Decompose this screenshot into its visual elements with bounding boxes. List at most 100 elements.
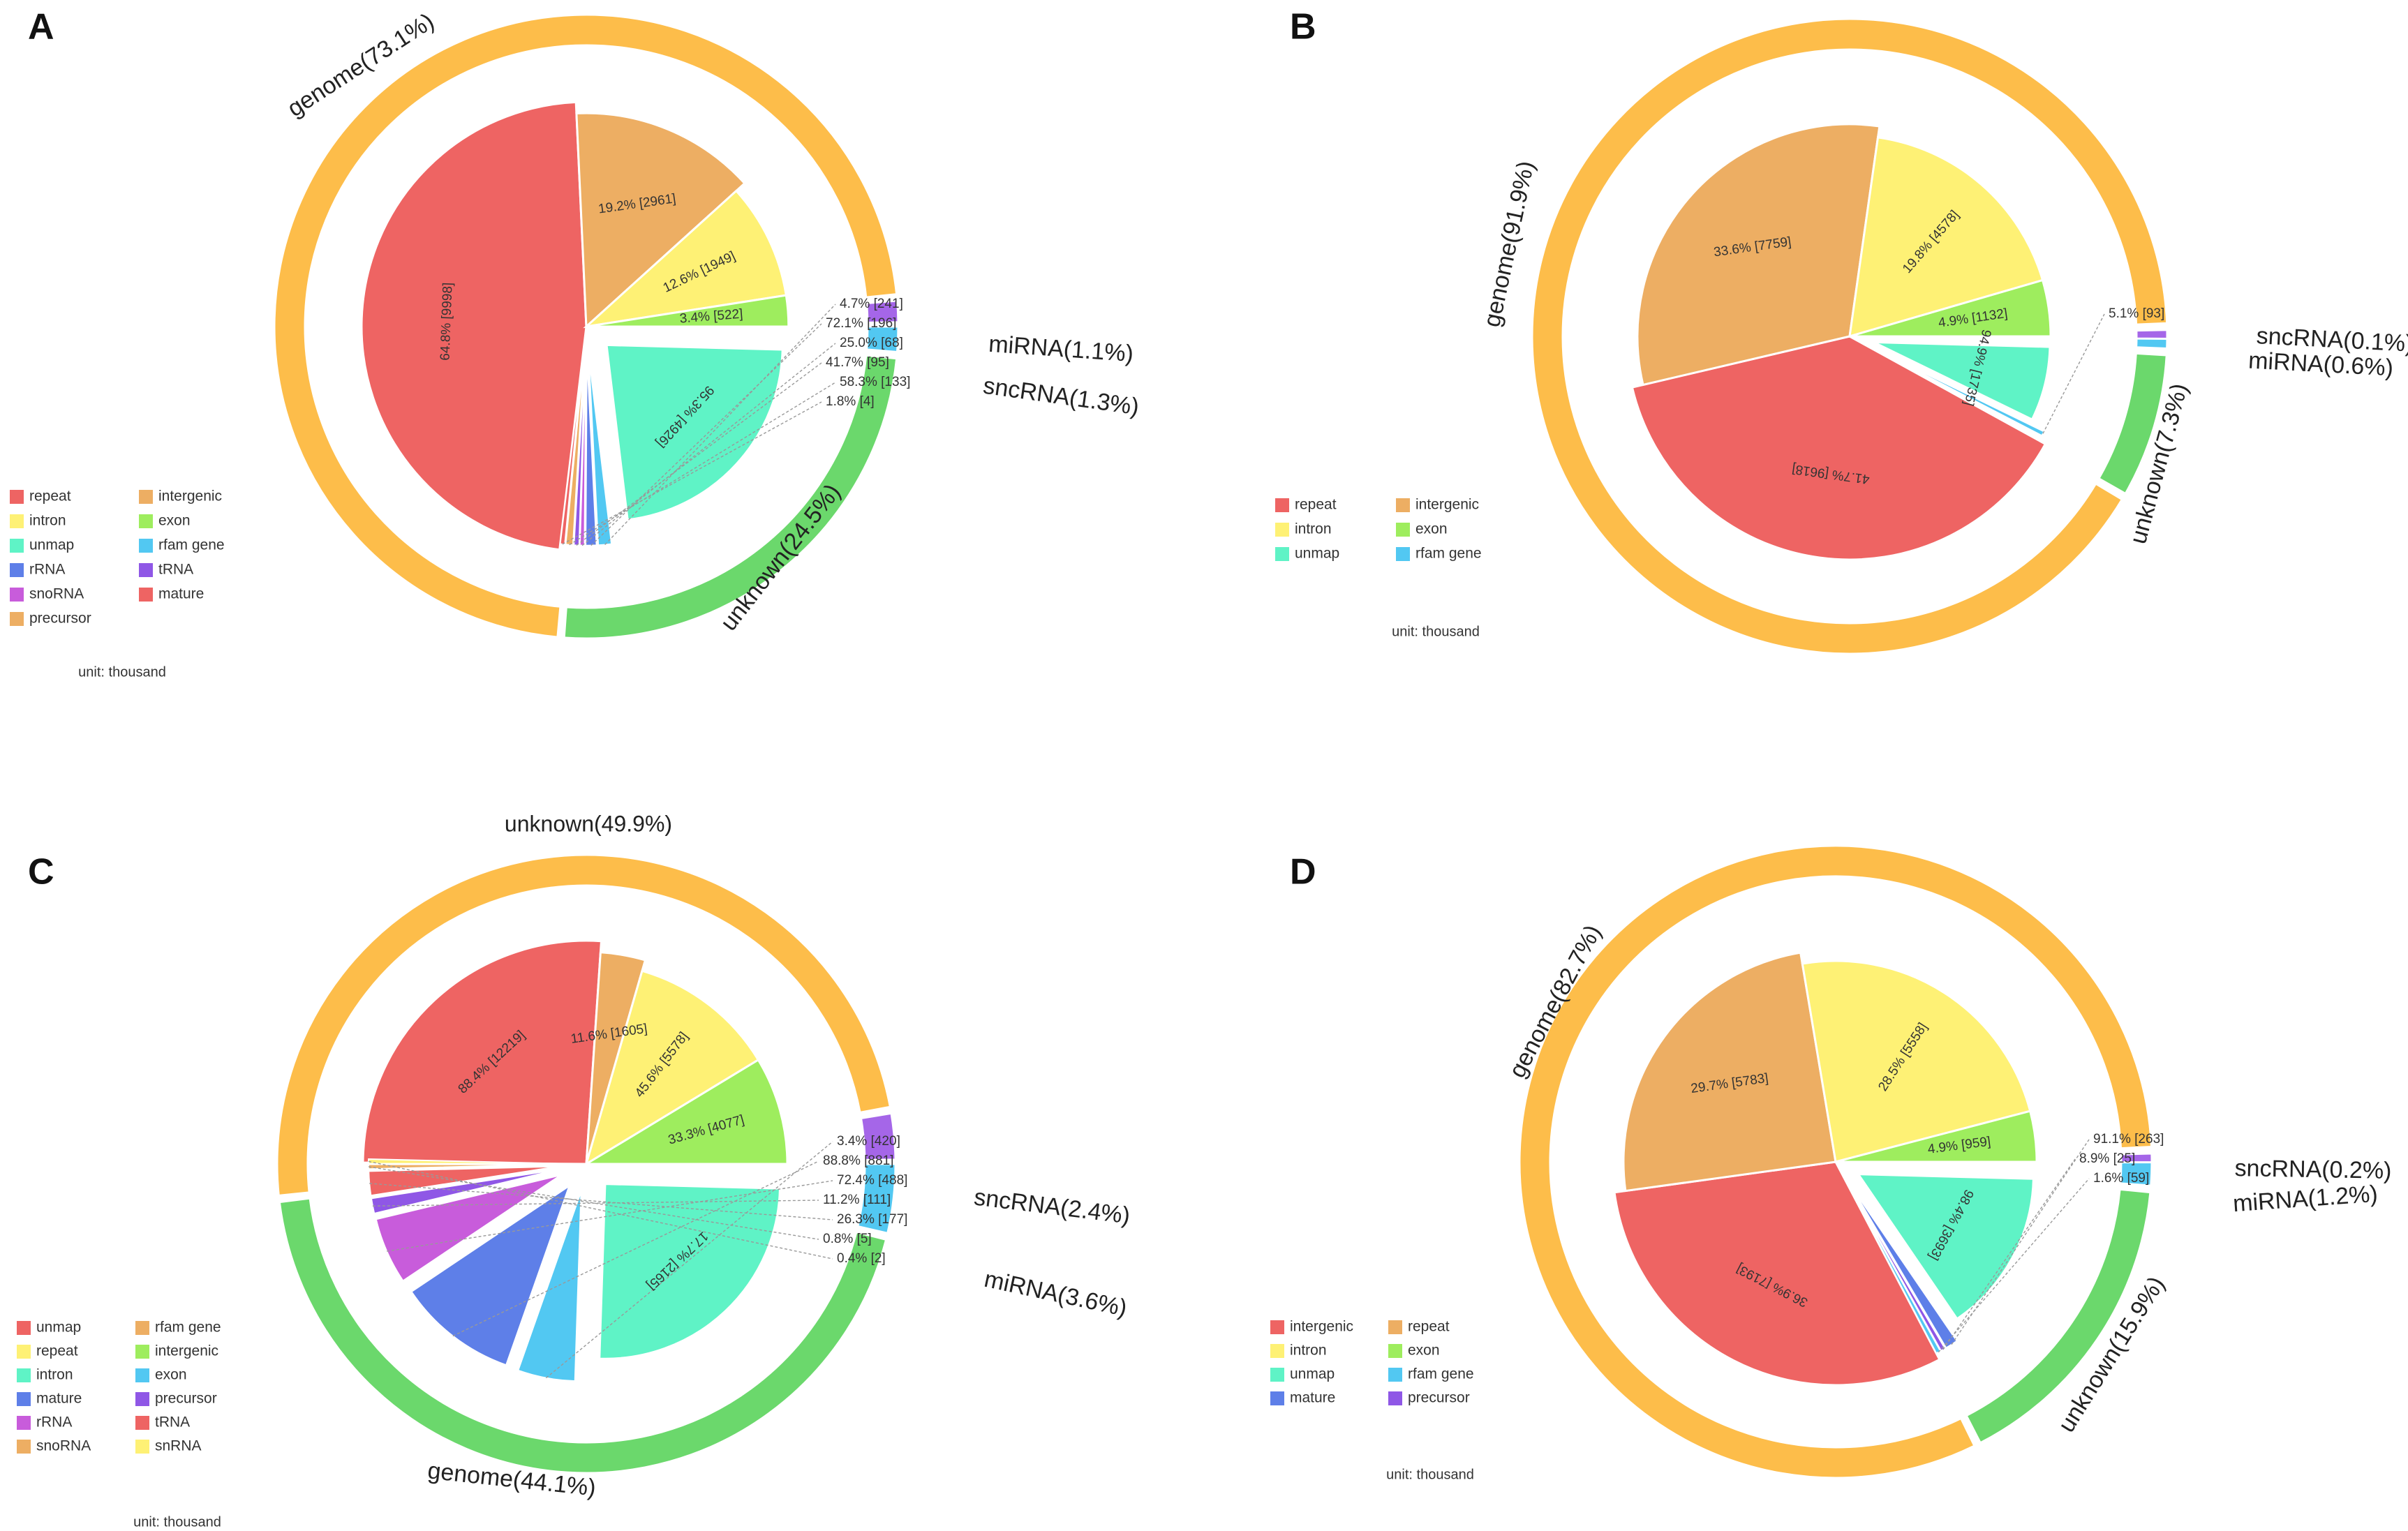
legend-label-snorna: snoRNA xyxy=(36,1438,91,1454)
slice-intron xyxy=(1848,136,2044,338)
ring-segment-genome xyxy=(1531,17,2169,655)
ring-segment-sncrna xyxy=(859,1112,897,1161)
legend-swatch-rfam-gene xyxy=(139,539,153,553)
unit-label: unit: thousand xyxy=(78,664,166,680)
ring-segment-mirna xyxy=(865,299,900,324)
leader-line-rfam-gene xyxy=(604,304,836,546)
panel-letter: A xyxy=(28,7,54,47)
legend-swatch-intron xyxy=(1275,523,1289,537)
slice-label-precursor: 8.9% [25] xyxy=(2079,1151,2135,1166)
panel-letter: B xyxy=(1290,7,1316,47)
slice-label-mature: 88.8% [881] xyxy=(823,1153,893,1168)
ring-segment-genome xyxy=(1518,844,2153,1479)
legend-label-rrna: rRNA xyxy=(36,1414,72,1431)
legend-swatch-exon xyxy=(1396,523,1410,537)
slice-label-snrna: 0.4% [2] xyxy=(837,1251,886,1266)
legend-swatch-rrna xyxy=(10,563,24,577)
legend-swatch-snorna xyxy=(10,588,24,602)
ring-segment-unknown xyxy=(276,853,892,1197)
legend-label-rfam-gene: rfam gene xyxy=(155,1320,221,1336)
slice-label-rrna: 72.1% [196] xyxy=(826,316,896,331)
legend-label-snrna: snRNA xyxy=(155,1438,202,1454)
legend-swatch-repeat xyxy=(10,490,24,504)
legend-label-precursor: precursor xyxy=(1408,1390,1470,1406)
slice-unmap xyxy=(1857,1174,2034,1320)
legend-label-unmap: unmap xyxy=(1290,1366,1335,1382)
ring-segment-genome xyxy=(278,1197,888,1474)
legend-swatch-precursor xyxy=(10,612,24,626)
slice-trna xyxy=(368,1165,559,1197)
legend-label-rfam-gene: rfam gene xyxy=(1408,1366,1474,1382)
slice-repeat xyxy=(1622,951,1837,1193)
leader-line-precursor xyxy=(372,1200,819,1207)
ring-label-mirna: miRNA(1.1%) xyxy=(988,331,1134,367)
legend-swatch-exon xyxy=(139,514,153,528)
leader-line-precursor xyxy=(569,382,836,546)
leader-line-rrna xyxy=(590,323,822,546)
leader-line-mature xyxy=(562,401,822,545)
leader-line-exon xyxy=(545,1141,833,1379)
legend-label-repeat: repeat xyxy=(1295,497,1337,513)
panel-letter: C xyxy=(28,852,54,893)
legend-label-intergenic: intergenic xyxy=(155,1343,218,1359)
ring-segment-mirna xyxy=(2119,1160,2153,1187)
legend-label-intergenic: intergenic xyxy=(1415,497,1479,513)
legend-swatch-precursor xyxy=(135,1392,149,1406)
slice-label-precursor: 58.3% [133] xyxy=(840,375,910,389)
legend-label-intron: intron xyxy=(29,513,66,529)
unit-label: unit: thousand xyxy=(1386,1467,1474,1482)
ring-segment-sncrna xyxy=(2135,329,2169,341)
slice-intron xyxy=(1801,959,2032,1163)
legend-label-mature: mature xyxy=(36,1391,82,1407)
slice-unmap xyxy=(362,939,603,1165)
ring-label-sncrna: sncRNA(0.2%) xyxy=(2234,1155,2391,1184)
leader-line-mature xyxy=(452,1160,819,1337)
slice-label-rrna: 72.4% [488] xyxy=(837,1173,907,1188)
legend-swatch-precursor xyxy=(1388,1391,1402,1405)
legend-label-exon: exon xyxy=(1408,1343,1440,1359)
legend-label-repeat: repeat xyxy=(29,488,71,505)
ring-segment-unknown xyxy=(2097,352,2168,495)
leader-line-snorna xyxy=(368,1166,819,1240)
legend: repeat intergenic intron exon unmap rfam gene… xyxy=(10,488,225,627)
legend-label-rfam-gene: rfam gene xyxy=(158,537,225,553)
legend-swatch-intergenic xyxy=(139,490,153,504)
ring-label-mirna: miRNA(1.2%) xyxy=(2232,1181,2379,1217)
legend-swatch-mature xyxy=(139,588,153,602)
ring-segment-mirna xyxy=(856,1163,897,1235)
legend-label-snorna: snoRNA xyxy=(29,586,84,602)
legend-label-trna: tRNA xyxy=(155,1414,190,1431)
legend-swatch-snorna xyxy=(17,1440,31,1454)
legend-label-rrna: rRNA xyxy=(29,562,65,578)
legend-label-unmap: unmap xyxy=(36,1320,81,1336)
leader-line-rrna xyxy=(387,1180,833,1252)
slice-label-snorna: 25.0% [68] xyxy=(840,336,903,350)
legend-label-exon: exon xyxy=(1415,521,1448,537)
slice-unmap xyxy=(606,344,783,521)
legend-label-intron: intron xyxy=(1295,521,1332,537)
slice-intergenic xyxy=(575,112,746,329)
panel-letter: D xyxy=(1290,852,1316,893)
legend-swatch-unmap xyxy=(1270,1368,1284,1382)
legend-label-repeat: repeat xyxy=(1408,1319,1450,1335)
slice-rfam-gene xyxy=(588,354,613,546)
slice-label-rfam-gene: 4.7% [241] xyxy=(840,297,903,311)
legend-label-repeat: repeat xyxy=(36,1343,78,1359)
legend: intergenic repeat intron exon unmap rfam gene… xyxy=(1270,1319,1474,1406)
leader-line-precursor xyxy=(1942,1158,2076,1350)
legend-label-rfam-gene: rfam gene xyxy=(1415,546,1482,562)
slice-intergenic xyxy=(582,1058,789,1165)
slice-intron xyxy=(583,189,788,329)
slice-repeat xyxy=(584,969,760,1167)
slice-intergenic xyxy=(1636,123,1881,387)
slice-rfam-gene xyxy=(1848,1184,1942,1354)
unit-label: unit: thousand xyxy=(1392,624,1480,639)
slice-repeat xyxy=(360,100,588,551)
slice-label-precursor: 11.2% [111] xyxy=(823,1193,891,1207)
legend-swatch-mature xyxy=(17,1392,31,1406)
